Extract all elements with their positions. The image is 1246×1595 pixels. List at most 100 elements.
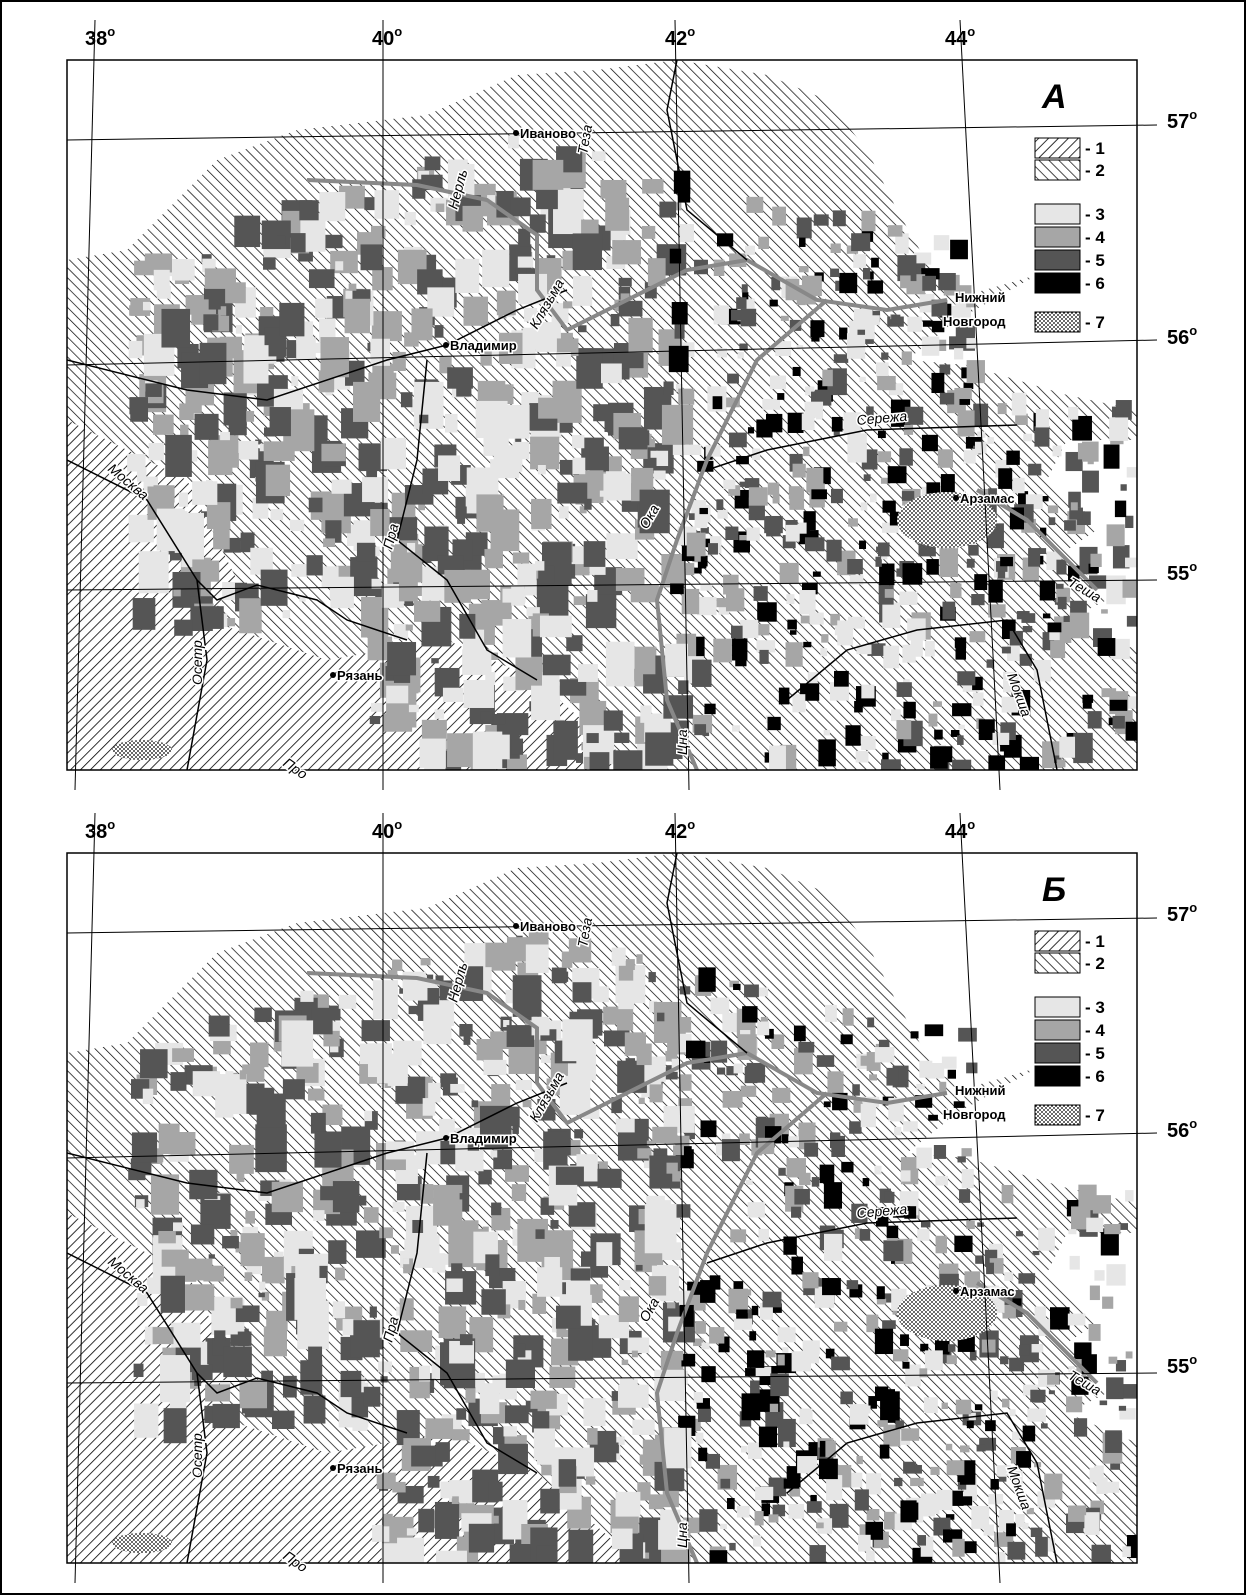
landcover-patch: [778, 1327, 796, 1342]
landcover-patch: [134, 1404, 158, 1438]
landcover-patch: [958, 725, 964, 729]
landcover-patch: [797, 345, 804, 349]
landcover-patch: [230, 1230, 237, 1237]
landcover-patch: [245, 1272, 253, 1281]
landcover-patch: [738, 352, 744, 358]
landcover-patch: [858, 1535, 871, 1552]
legend-label: - 3: [1085, 205, 1105, 224]
landcover-patch: [891, 315, 900, 324]
landcover-patch: [920, 1344, 928, 1352]
legend-swatch: [1035, 273, 1080, 293]
landcover-patch: [875, 557, 881, 567]
landcover-patch: [903, 1462, 916, 1474]
landcover-patch: [826, 540, 841, 562]
landcover-patch: [491, 1203, 501, 1216]
landcover-patch: [628, 1338, 650, 1354]
landcover-patch: [706, 1454, 720, 1469]
landcover-patch: [263, 257, 276, 269]
landcover-patch: [272, 1411, 295, 1429]
landcover-patch: [998, 403, 1007, 414]
landcover-patch: [714, 305, 729, 324]
landcover-patch: [746, 1180, 753, 1185]
landcover-patch: [563, 301, 572, 308]
landcover-patch: [372, 1525, 389, 1542]
landcover-patch: [304, 1395, 326, 1423]
landcover-patch: [880, 1445, 890, 1459]
landcover-patch: [952, 583, 961, 598]
landcover-patch: [412, 1220, 423, 1233]
landcover-patch: [312, 1008, 333, 1035]
landcover-patch: [863, 1178, 869, 1186]
landcover-patch: [569, 1202, 596, 1227]
landcover-patch: [1044, 1493, 1053, 1499]
landcover-patch: [556, 1167, 584, 1185]
landcover-patch: [463, 297, 488, 326]
landcover-patch: [618, 996, 634, 1009]
landcover-patch: [158, 1231, 176, 1243]
landcover-patch: [841, 1034, 853, 1044]
river-label: Цна: [674, 1522, 690, 1548]
landcover-patch: [173, 1222, 183, 1231]
landcover-patch: [382, 1543, 406, 1563]
landcover-patch: [588, 1461, 594, 1466]
landcover-patch: [861, 736, 876, 750]
landcover-patch: [1064, 520, 1076, 530]
legend-label: - 4: [1085, 1021, 1105, 1040]
landcover-patch: [401, 392, 412, 407]
landcover-patch: [1101, 609, 1108, 613]
landcover-patch: [750, 1380, 759, 1394]
landcover-patch: [423, 1005, 451, 1045]
landcover-patch: [1071, 502, 1078, 510]
legend-swatch: [1035, 250, 1080, 270]
landcover-patch: [587, 733, 599, 743]
landcover-patch: [732, 725, 740, 731]
landcover-patch: [619, 278, 632, 286]
landcover-patch: [583, 1398, 605, 1426]
landcover-patch: [867, 1509, 880, 1521]
landcover-patch: [508, 136, 519, 149]
panel-letter: Б: [1042, 871, 1066, 909]
landcover-patch: [216, 1074, 246, 1114]
landcover-patch: [632, 1351, 638, 1358]
landcover-patch: [1090, 1286, 1100, 1301]
landcover-patch: [856, 751, 869, 763]
landcover-patch: [636, 954, 642, 964]
landcover-patch: [708, 543, 718, 554]
landcover-patch: [986, 1263, 994, 1274]
landcover-patch: [799, 266, 809, 272]
landcover-patch: [947, 1355, 957, 1364]
landcover-patch: [711, 998, 730, 1015]
landcover-patch: [831, 1357, 850, 1371]
landcover-patch: [654, 470, 666, 479]
landcover-patch: [1064, 616, 1071, 622]
landcover-patch: [685, 445, 701, 455]
landcover-patch: [350, 1320, 380, 1357]
landcover-patch: [924, 1397, 938, 1413]
landcover-patch: [956, 647, 967, 659]
landcover-patch: [734, 1064, 743, 1074]
degree-number: 38: [85, 28, 107, 50]
landcover-patch: [779, 688, 790, 705]
landcover-patch: [573, 276, 592, 306]
landcover-patch: [916, 1084, 924, 1090]
landcover-patch: [231, 1298, 243, 1308]
landcover-patch: [948, 1344, 955, 1352]
landcover-patch: [556, 352, 571, 366]
landcover-patch: [330, 577, 354, 608]
landcover-patch: [1028, 464, 1041, 476]
legend-label: - 5: [1085, 251, 1105, 270]
landcover-patch: [313, 1254, 328, 1266]
landcover-patch: [847, 433, 866, 462]
landcover-patch: [772, 207, 786, 226]
landcover-patch: [692, 660, 711, 687]
landcover-patch: [640, 1454, 650, 1464]
landcover-patch: [469, 1524, 494, 1553]
landcover-patch: [1047, 1375, 1059, 1385]
landcover-patch: [1058, 597, 1067, 609]
landcover-patch: [701, 1120, 717, 1137]
landcover-patch: [811, 489, 827, 499]
landcover-patch: [311, 1113, 326, 1134]
landcover-patch: [764, 516, 783, 533]
landcover-patch: [679, 1074, 692, 1090]
landcover-patch: [439, 1306, 466, 1338]
